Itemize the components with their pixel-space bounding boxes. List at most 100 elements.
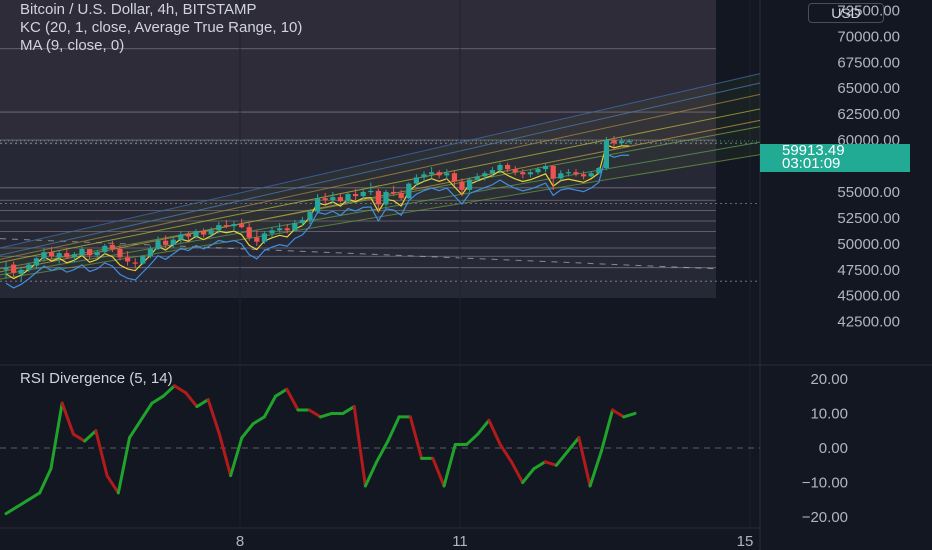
candle: [497, 162, 503, 174]
candle: [603, 136, 609, 171]
rsi-segment: [184, 391, 199, 409]
rsi-segment: [172, 384, 188, 395]
rsi-segment: [476, 418, 491, 436]
rsi-segment: [26, 491, 42, 502]
candle-body: [565, 172, 571, 174]
candle-body: [474, 176, 480, 180]
candle-body: [231, 224, 237, 227]
candle-body: [49, 252, 55, 257]
rsi-axis[interactable]: 20.00 10.00 0.00 −10.00 −20.00: [802, 371, 848, 526]
candle-body: [299, 219, 305, 224]
rsi-segment: [521, 467, 536, 485]
candle: [193, 229, 199, 239]
candle-body: [208, 230, 214, 235]
time-axis[interactable]: 8 11 15: [236, 533, 754, 550]
candle-body: [140, 256, 146, 264]
candle: [170, 237, 176, 248]
rsi-segment: [363, 460, 379, 488]
candle: [626, 139, 632, 144]
rsi-segment: [274, 387, 289, 398]
candle: [254, 230, 260, 246]
rsi-segment: [94, 429, 109, 478]
time-tick-label: 15: [737, 533, 754, 550]
candle-body: [315, 198, 321, 212]
rsi-segment: [38, 467, 53, 495]
candle-body: [406, 183, 412, 199]
currency-button[interactable]: USD: [808, 3, 884, 23]
price-tick-label: 42500.00: [837, 314, 900, 331]
candle: [64, 247, 70, 259]
candle-body: [330, 197, 336, 201]
candle: [467, 177, 473, 192]
candle: [527, 170, 533, 178]
rsi-segment: [71, 432, 87, 443]
candle-body: [512, 169, 518, 173]
candle-body: [626, 140, 632, 143]
candle: [284, 224, 290, 234]
keltner-band-line: [0, 82, 761, 256]
candle: [421, 171, 427, 182]
candle-body: [216, 225, 222, 231]
candle: [223, 219, 229, 229]
candle-body: [170, 239, 176, 245]
current-price-value: 59913.49: [782, 142, 845, 159]
candle-body: [18, 269, 24, 274]
candle-body: [277, 228, 283, 231]
rsi-segment: [554, 449, 570, 467]
candle-body: [391, 191, 397, 194]
rsi-segment: [386, 415, 401, 443]
candle-body: [71, 254, 77, 258]
ma-indicator-label[interactable]: MA (9, close, 0): [20, 37, 125, 54]
rsi-segment: [341, 405, 356, 415]
candlestick-series: [0, 135, 760, 282]
candle: [558, 170, 564, 181]
rsi-segment: [307, 408, 322, 419]
candle: [56, 251, 62, 264]
rsi-indicator-label[interactable]: RSI Divergence (5, 14): [20, 370, 173, 387]
candle-body: [535, 169, 541, 173]
candle: [71, 252, 77, 263]
candle-body: [345, 194, 351, 202]
candle: [246, 223, 252, 241]
candle-body: [558, 173, 564, 179]
candle-body: [11, 264, 17, 273]
candle: [375, 188, 381, 212]
rsi-segment: [487, 418, 502, 447]
keltner-band-line: [0, 93, 761, 260]
symbol-title[interactable]: Bitcoin / U.S. Dollar, 4h, BITSTAMP: [20, 1, 257, 18]
rsi-segment: [577, 436, 592, 488]
candle: [87, 249, 93, 260]
candle-body: [497, 164, 503, 171]
candle: [505, 162, 511, 173]
rsi-divergence-line: [0, 384, 760, 516]
candle-body: [307, 211, 313, 220]
candle-body: [178, 234, 184, 240]
candle: [383, 189, 389, 207]
rsi-segment: [240, 422, 255, 440]
price-tick-label: 52500.00: [837, 210, 900, 227]
candle-body: [527, 172, 533, 175]
candle: [117, 244, 123, 261]
candle-body: [3, 267, 9, 270]
candle-body: [284, 228, 290, 231]
candle-body: [368, 190, 374, 193]
candle-body: [292, 223, 298, 231]
candle-body: [94, 252, 100, 256]
rsi-segment: [566, 436, 581, 453]
candle: [26, 262, 32, 272]
candle: [596, 167, 602, 175]
candle-body: [193, 231, 199, 237]
candle-body: [147, 249, 153, 257]
candle: [140, 255, 146, 265]
kc-indicator-label[interactable]: KC (20, 1, close, Average True Range, 10…: [20, 19, 303, 36]
candle-body: [261, 233, 267, 242]
rsi-segment: [161, 384, 176, 398]
rsi-segment: [60, 401, 75, 436]
candle: [292, 219, 298, 232]
candle-body: [383, 191, 389, 205]
rsi-tick-label: 20.00: [810, 371, 848, 388]
rsi-segment: [319, 411, 334, 419]
candle: [216, 222, 222, 234]
candle: [474, 173, 480, 182]
